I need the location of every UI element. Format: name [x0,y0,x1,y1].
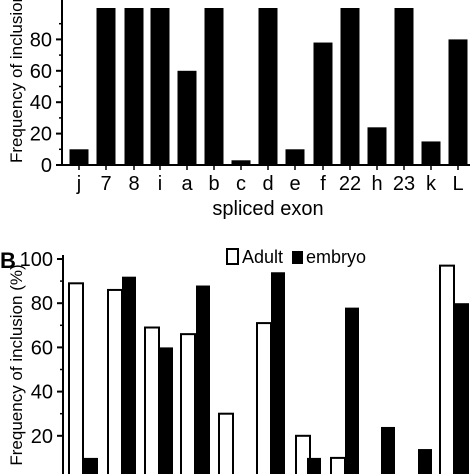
bar [340,8,360,165]
x-tick-label: i [158,173,162,195]
bar [394,8,414,165]
bar [313,42,333,165]
x-tick-label: 8 [128,173,139,195]
bar [204,8,224,165]
x-tick-label: c [236,173,246,195]
y-tick-label: 40 [31,382,53,404]
bar-embryo [84,457,98,474]
bar-embryo [381,426,395,474]
bar [421,141,441,165]
y-tick-label: 60 [31,337,53,359]
legend-swatch-embryo [292,251,303,264]
x-tick-label: 7 [100,173,111,195]
x-tick-label: 23 [393,173,415,195]
bar [285,149,305,165]
bar [69,149,89,165]
bar [367,127,387,165]
bar [258,8,278,165]
panel-label-b: B [0,248,16,273]
x-tick-label: j [76,173,81,195]
y-tick-label: 80 [30,29,52,51]
panel-b-chart: B 20 40 60 80 100 Adult embryo Frequency of incl… [0,247,469,474]
x-tick-label: f [320,173,326,195]
y-tick-label: 20 [30,124,52,146]
bar [177,70,197,165]
panel-a-chart: 0 20 40 60 80 j 7 8 i a b c d e f 22 h 23 k L Frequency of i… [7,0,470,220]
bar [124,8,144,165]
bar-adult [180,333,196,474]
bar-adult [256,322,272,474]
x-tick-label: h [371,173,382,195]
bar-embryo [307,457,321,474]
bar-adult [439,264,455,474]
bar-embryo [345,307,359,474]
x-tick-label: k [426,173,437,195]
bar-embryo [271,272,285,474]
bar-embryo [418,449,432,474]
bar-adult [218,412,234,474]
y-tick-label: 80 [31,293,53,315]
legend-label-adult: Adult [242,247,283,267]
legend-label-embryo: embryo [306,247,366,267]
bar [150,8,170,165]
y-tick-label: 60 [30,61,52,83]
bar [231,160,251,165]
bar [96,8,116,165]
x-tick-label: L [452,173,463,195]
y-tick-label: 40 [30,92,52,114]
bar-embryo [196,285,210,474]
x-tick-label: 22 [339,173,361,195]
x-tick-label: d [262,173,273,195]
legend-swatch-adult [226,248,239,265]
bar [448,39,468,165]
bar-embryo [159,347,173,474]
y-axis-title: Frequency of inclusion [7,0,26,163]
y-tick-label: 100 [20,249,53,271]
bar-adult [330,456,346,474]
x-tick-label: a [181,173,193,195]
x-axis-title: spliced exon [212,198,323,220]
bar-adult [144,326,160,474]
x-tick-label: e [289,173,300,195]
bar-adult [107,288,123,474]
y-tick-label: 20 [31,426,53,448]
y-axis-title: Frequency of inclusion (%) [7,264,26,465]
bar-adult [68,282,84,474]
x-tick-label: b [208,173,219,195]
bar-embryo [122,276,136,474]
bar-embryo [455,303,469,474]
y-tick-label: 0 [41,155,52,177]
